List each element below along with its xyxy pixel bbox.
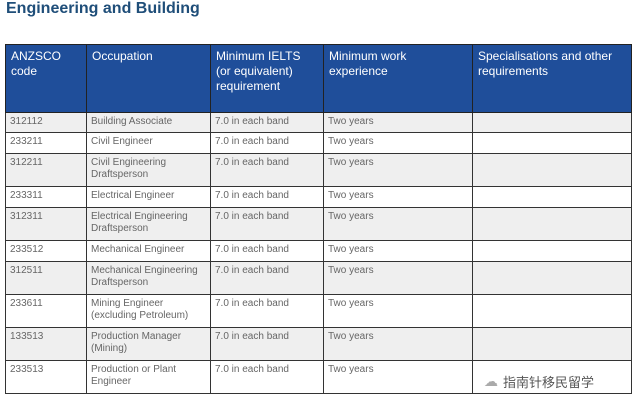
cell-experience: Two years [323, 360, 473, 394]
cell-specialisations [472, 112, 632, 133]
cell-occupation: Electrical Engineer [86, 186, 211, 208]
cell-ielts: 7.0 in each band [210, 186, 324, 208]
cell-experience: Two years [323, 132, 473, 154]
table-row: 312311 Electrical Engineering Draftsperso… [5, 207, 632, 241]
watermark-text: 指南针移民留学 [503, 375, 595, 390]
cell-experience: Two years [323, 186, 473, 208]
cell-experience: Two years [323, 327, 473, 361]
cell-ielts: 7.0 in each band [210, 327, 324, 361]
cell-specialisations [472, 186, 632, 208]
wechat-icon: ☁ [484, 373, 498, 389]
cell-specialisations [472, 294, 632, 328]
cell-ielts: 7.0 in each band [210, 153, 324, 187]
cell-ielts: 7.0 in each band [210, 207, 324, 241]
cell-code: 312311 [5, 207, 87, 241]
cell-specialisations [472, 153, 632, 187]
cell-code: 233611 [5, 294, 87, 328]
table-row: 312112 Building Associate 7.0 in each band… [5, 112, 632, 133]
table-row: 312511 Mechanical Engineering Draftsperso… [5, 261, 632, 295]
table-row: 233211 Civil Engineer 7.0 in each band Two … [5, 132, 632, 154]
header-experience: Minimum work experience [323, 44, 473, 113]
cell-specialisations [472, 132, 632, 154]
cell-code: 312211 [5, 153, 87, 187]
table-row: 233311 Electrical Engineer 7.0 in each ban… [5, 186, 632, 208]
cell-ielts: 7.0 in each band [210, 112, 324, 133]
cell-code: 233512 [5, 240, 87, 262]
cell-code: 233513 [5, 360, 87, 394]
cell-code: 312112 [5, 112, 87, 133]
cell-code: 133513 [5, 327, 87, 361]
cell-experience: Two years [323, 240, 473, 262]
cell-ielts: 7.0 in each band [210, 360, 324, 394]
watermark: ☁ 指南针移民留学 [484, 372, 594, 391]
cell-experience: Two years [323, 294, 473, 328]
cell-occupation: Production or Plant Engineer [86, 360, 211, 394]
header-code: ANZSCO code [5, 44, 87, 113]
cell-occupation: Mechanical Engineer [86, 240, 211, 262]
cell-occupation: Civil Engineering Draftsperson [86, 153, 211, 187]
cell-ielts: 7.0 in each band [210, 294, 324, 328]
cell-occupation: Production Manager (Mining) [86, 327, 211, 361]
cell-specialisations [472, 240, 632, 262]
cell-occupation: Electrical Engineering Draftsperson [86, 207, 211, 241]
cell-ielts: 7.0 in each band [210, 240, 324, 262]
occupation-table: ANZSCO code Occupation Minimum IELTS (or… [5, 44, 632, 394]
header-ielts: Minimum IELTS (or equivalent) requiremen… [210, 44, 324, 113]
header-specialisations: Specialisations and other requirements [472, 44, 632, 113]
header-occupation: Occupation [86, 44, 211, 113]
cell-experience: Two years [323, 261, 473, 295]
cell-experience: Two years [323, 207, 473, 241]
cell-ielts: 7.0 in each band [210, 261, 324, 295]
cell-code: 312511 [5, 261, 87, 295]
table-row: 233611 Mining Engineer (excluding Petrole… [5, 294, 632, 328]
cell-experience: Two years [323, 112, 473, 133]
cell-specialisations [472, 261, 632, 295]
page-title: Engineering and Building [6, 0, 200, 17]
cell-code: 233311 [5, 186, 87, 208]
table-row: 233512 Mechanical Engineer 7.0 in each ban… [5, 240, 632, 262]
cell-occupation: Building Associate [86, 112, 211, 133]
cell-ielts: 7.0 in each band [210, 132, 324, 154]
cell-specialisations [472, 360, 632, 394]
cell-code: 233211 [5, 132, 87, 154]
table-row: 312211 Civil Engineering Draftsperson 7.0 … [5, 153, 632, 187]
cell-occupation: Mechanical Engineering Draftsperson [86, 261, 211, 295]
cell-occupation: Civil Engineer [86, 132, 211, 154]
cell-experience: Two years [323, 153, 473, 187]
table-row: 133513 Production Manager (Mining) 7.0 in … [5, 327, 632, 361]
table-header: ANZSCO code Occupation Minimum IELTS (or… [5, 44, 632, 113]
cell-occupation: Mining Engineer (excluding Petroleum) [86, 294, 211, 328]
cell-specialisations [472, 207, 632, 241]
cell-specialisations [472, 327, 632, 361]
table-row: 233513 Production or Plant Engineer 7.0 in… [5, 360, 632, 394]
